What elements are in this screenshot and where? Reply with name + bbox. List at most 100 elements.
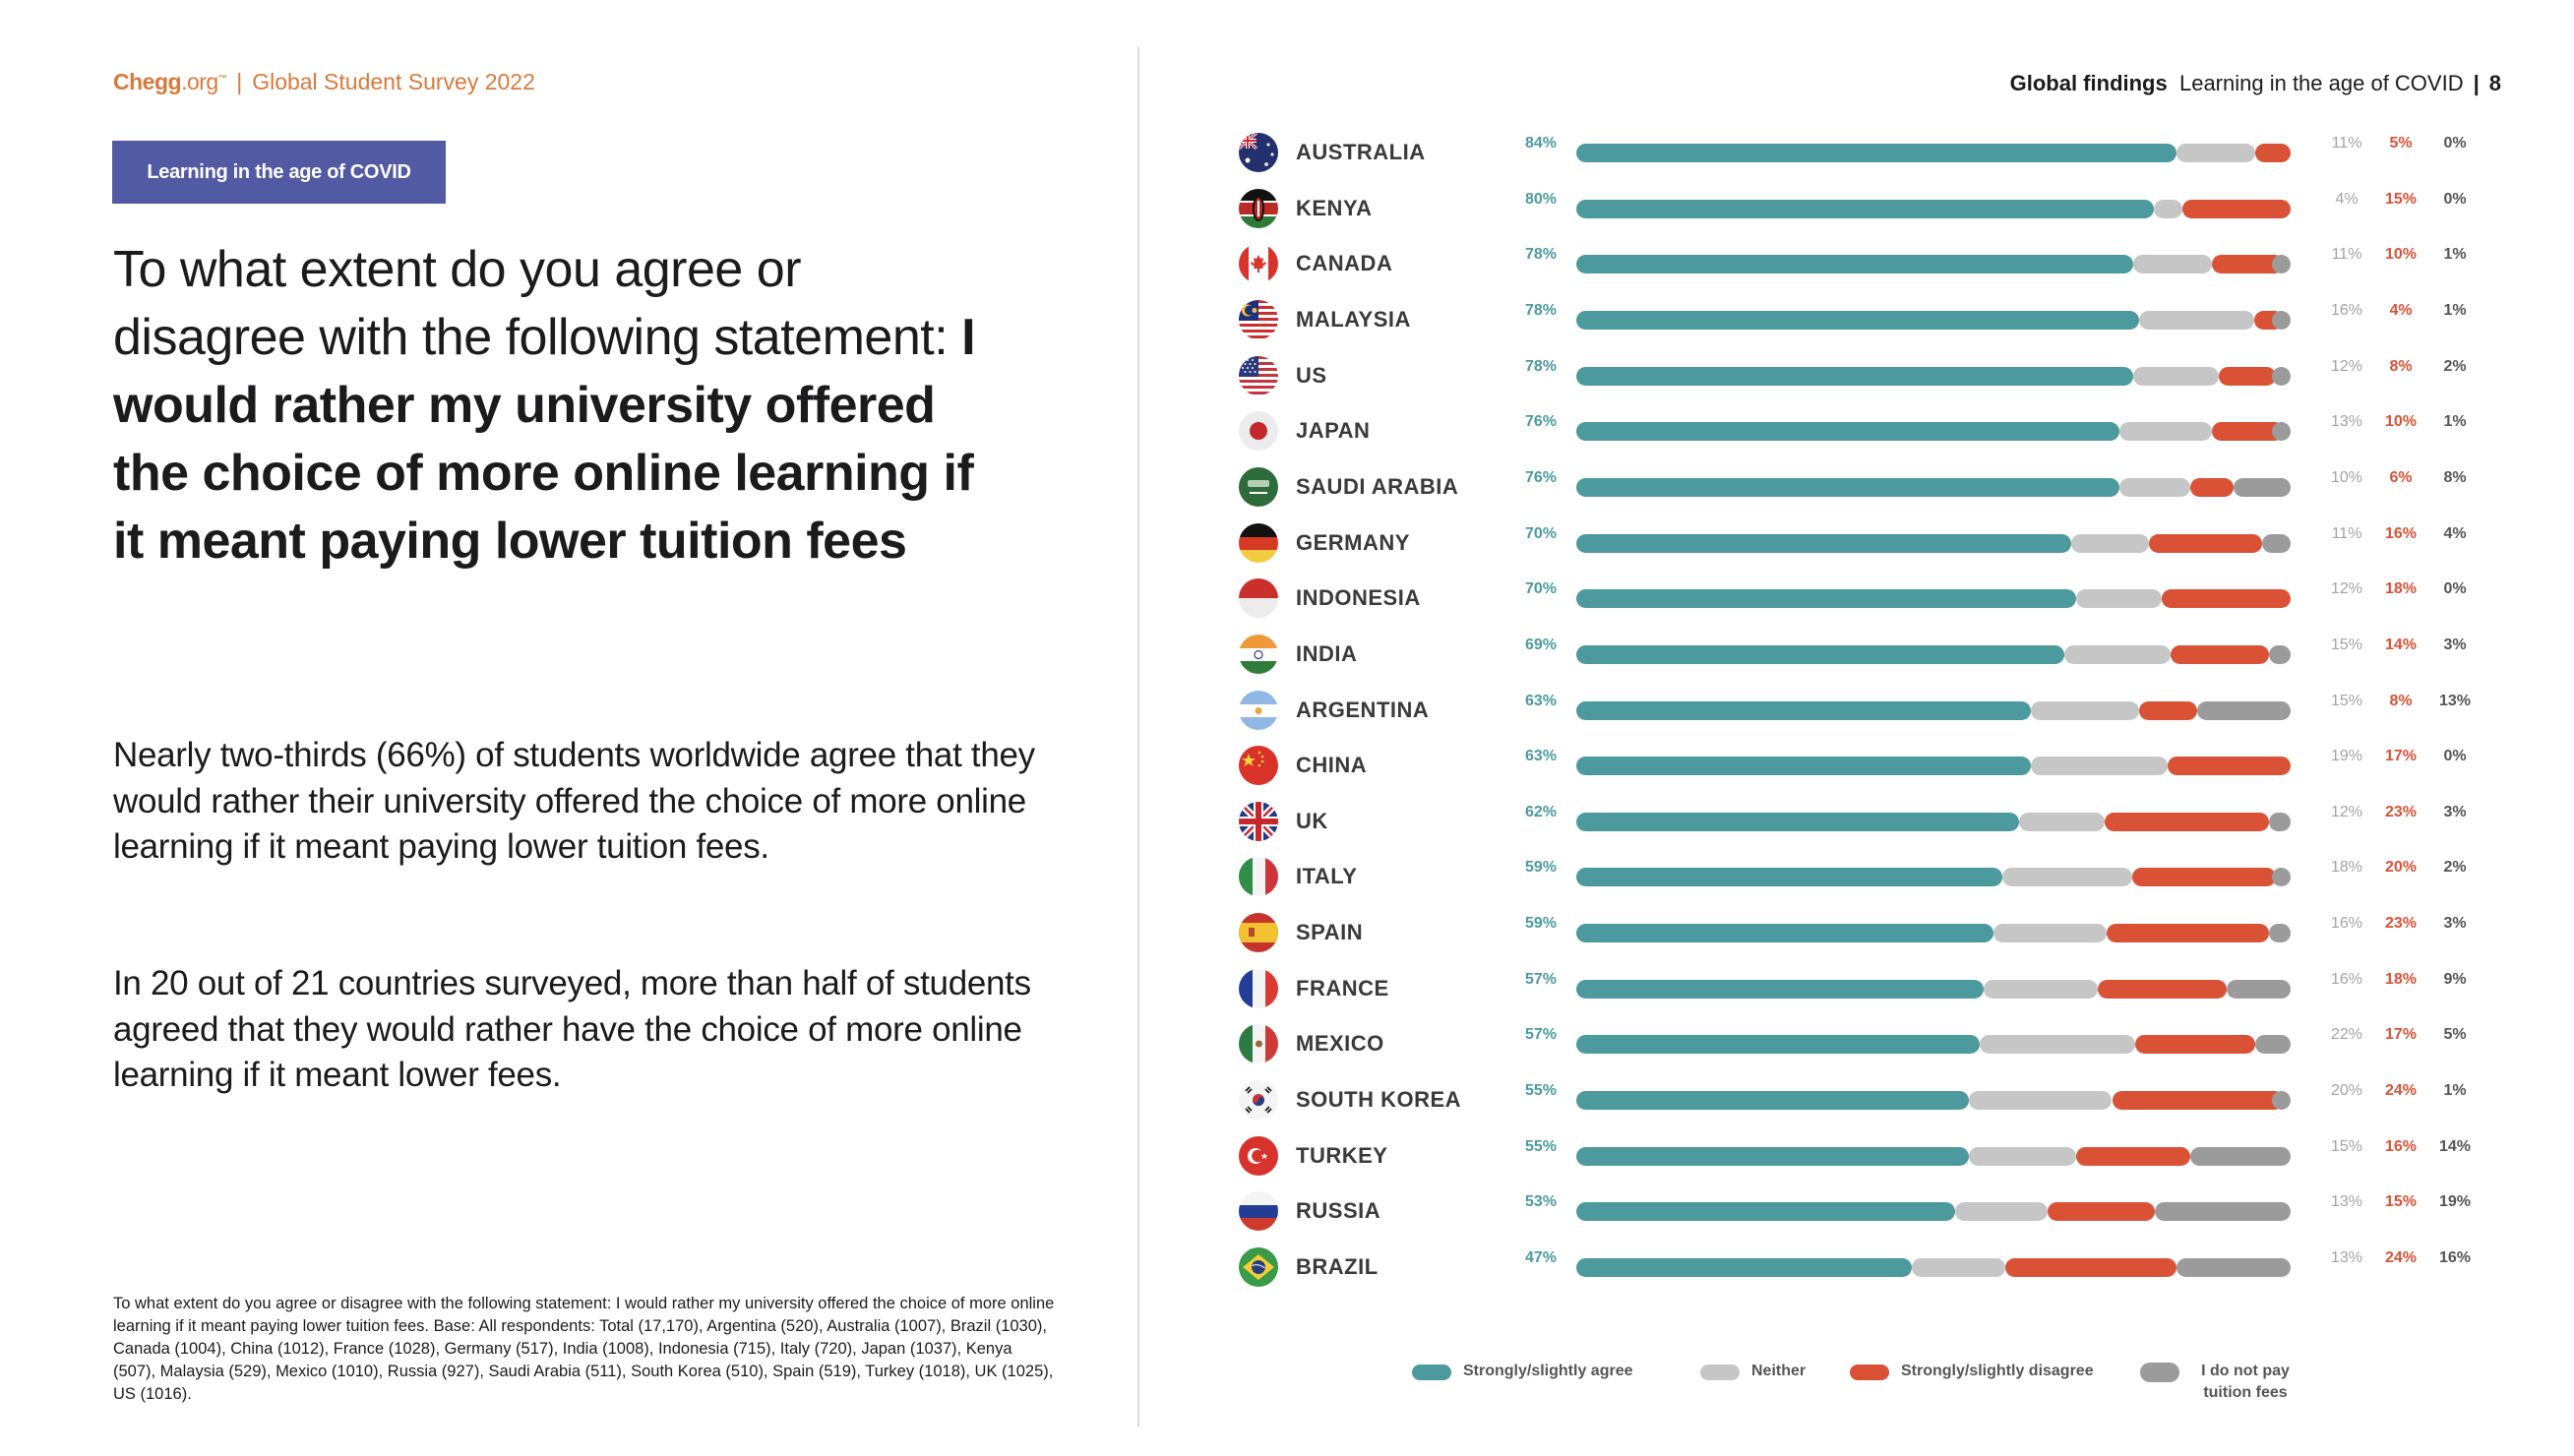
agree-value-label: 78% <box>1524 357 1557 375</box>
bar-segment-neither <box>2133 255 2213 274</box>
chart-row: RUSSIA 53% 13% 15% 19% <box>1235 1189 2514 1233</box>
bar-segment-agree <box>1576 1091 1970 1111</box>
chart-row: BRAZIL 47% 13% 24% 16% <box>1235 1245 2514 1289</box>
us-flag-icon <box>1239 355 1278 395</box>
country-label: MEXICO <box>1296 1031 1384 1057</box>
bar-segment-disagree <box>2004 1258 2176 1277</box>
notpay-value-label: 2% <box>2443 859 2467 877</box>
country-label: MALAYSIA <box>1296 306 1411 332</box>
neither-value-label: 12% <box>2330 803 2363 820</box>
turkey-flag-icon <box>1239 1135 1278 1176</box>
chart-row: JAPAN 76% 13% 10% 1% <box>1235 409 2514 453</box>
notpay-value-label: 9% <box>2443 970 2467 988</box>
bar-segment-agree <box>1576 199 2154 218</box>
stacked-bar <box>1576 589 2291 609</box>
section-tag: Learning in the age of COVID <box>112 141 446 204</box>
disagree-value-label: 8% <box>2389 357 2413 375</box>
chart-row: SAUDI ARABIA 76% 10% 6% 8% <box>1235 465 2514 509</box>
agree-value-label: 57% <box>1524 1026 1557 1044</box>
bar-segment-neither <box>1969 1091 2113 1111</box>
disagree-value-label: 4% <box>2389 301 2413 319</box>
stacked-bar <box>1576 310 2291 330</box>
bar-segment-agree <box>1576 757 2031 776</box>
notpay-value-label: 3% <box>2443 803 2467 820</box>
chart-row: SOUTH KOREA 55% 20% 24% 1% <box>1235 1078 2514 1122</box>
agree-value-label: 69% <box>1524 636 1557 653</box>
bar-segment-notpay <box>2272 310 2291 330</box>
bar-segment-agree <box>1576 700 2031 720</box>
china-flag-icon <box>1239 746 1278 786</box>
country-label: AUSTRALIA <box>1296 140 1426 164</box>
notpay-value-label: 14% <box>2438 1137 2472 1155</box>
agree-value-label: 57% <box>1524 970 1557 988</box>
agree-value-label: 47% <box>1524 1249 1557 1266</box>
stacked-bar <box>1576 422 2291 442</box>
chart-row: ARGENTINA 63% 15% 8% 13% <box>1235 689 2514 732</box>
disagree-value-label: 18% <box>2384 580 2418 598</box>
stacked-bar <box>1576 1091 2291 1111</box>
saudi-arabia-flag-icon <box>1239 466 1278 507</box>
notpay-value-label: 0% <box>2443 580 2467 598</box>
bar-segment-agree <box>1576 868 2002 887</box>
india-flag-icon <box>1239 634 1278 674</box>
page-header: Global findings Learning in the age of C… <box>2010 71 2501 96</box>
page-heading: To what extent do you agree or disagree … <box>113 236 999 576</box>
page-number: 8 <box>2488 71 2501 95</box>
uk-flag-icon <box>1239 801 1278 841</box>
stacked-bar <box>1576 1146 2291 1166</box>
country-label: ITALY <box>1296 864 1358 889</box>
page-divider <box>1137 47 1139 1426</box>
legend-item-notpay: I do not pay tuition fees <box>2140 1361 2299 1404</box>
summary-paragraph: Nearly two-thirds (66%) of students worl… <box>113 736 1035 866</box>
bar-segment-notpay <box>2269 644 2291 664</box>
country-label: GERMANY <box>1296 529 1410 555</box>
notpay-value-label: 3% <box>2443 915 2467 933</box>
neither-value-label: 10% <box>2330 468 2363 486</box>
bar-segment-disagree <box>2190 477 2234 497</box>
canada-flag-icon <box>1239 244 1278 284</box>
legend-label: I do not pay tuition fees <box>2201 1363 2290 1401</box>
chart-row: CANADA 78% 11% 10% 1% <box>1235 242 2514 285</box>
notpay-value-label: 1% <box>2443 246 2467 264</box>
disagree-value-label: 8% <box>2389 692 2413 709</box>
bar-segment-notpay <box>2155 1202 2291 1222</box>
notpay-value-label: 1% <box>2443 301 2467 319</box>
kenya-flag-icon <box>1239 188 1278 228</box>
country-label: INDONESIA <box>1296 585 1421 611</box>
country-label: JAPAN <box>1296 418 1371 444</box>
neither-value-label: 22% <box>2330 1026 2363 1044</box>
bar-segment-notpay <box>2233 477 2291 497</box>
bar-segment-disagree <box>2105 812 2270 831</box>
argentina-flag-icon <box>1239 690 1278 730</box>
notpay-value-label: 13% <box>2438 692 2472 709</box>
legend-label: Strongly/slightly agree <box>1463 1363 1633 1379</box>
france-flag-icon <box>1239 968 1278 1008</box>
stacked-bar <box>1576 1202 2291 1222</box>
bar-segment-notpay <box>2190 1146 2291 1166</box>
bar-segment-notpay <box>2269 924 2291 943</box>
chart-row: MALAYSIA 78% 16% 4% 1% <box>1235 298 2514 341</box>
section-name: Global findings <box>2009 71 2168 95</box>
agree-value-label: 70% <box>1524 580 1557 598</box>
notpay-value-label: 0% <box>2443 135 2467 152</box>
bar-segment-neither <box>1912 1258 2005 1277</box>
stacked-bar <box>1576 199 2291 218</box>
section-subtitle: Learning in the age of COVID <box>2178 71 2464 95</box>
russia-flag-icon <box>1239 1191 1278 1232</box>
chart-row: GERMANY 70% 11% 16% 4% <box>1235 521 2514 565</box>
germany-flag-icon <box>1239 522 1278 563</box>
chart-row: INDONESIA 70% 12% 18% 0% <box>1235 576 2514 620</box>
bar-segment-disagree <box>2219 366 2277 386</box>
stacked-bar <box>1576 477 2291 497</box>
chart-row: MEXICO 57% 22% 17% 5% <box>1235 1022 2514 1065</box>
legend-swatch <box>2140 1363 2179 1382</box>
country-label: TURKEY <box>1296 1142 1388 1168</box>
agree-value-label: 53% <box>1524 1193 1557 1211</box>
notpay-value-label: 0% <box>2443 748 2467 765</box>
bar-segment-disagree <box>2254 144 2291 162</box>
disagree-value-label: 18% <box>2384 970 2418 988</box>
disagree-value-label: 15% <box>2384 190 2418 208</box>
chart-legend: Strongly/slightly agree Neither Strongly/s… <box>1412 1361 2494 1420</box>
country-label: CANADA <box>1296 251 1393 276</box>
country-label: INDIA <box>1296 640 1358 666</box>
